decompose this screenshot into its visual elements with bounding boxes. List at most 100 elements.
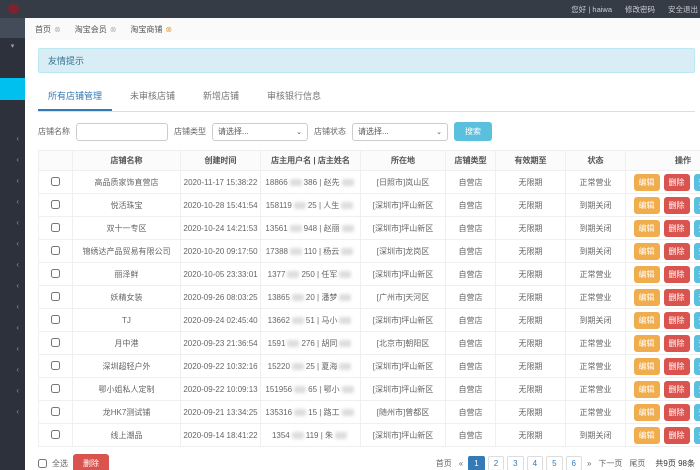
view-vip-button[interactable]: 查看VIP	[693, 334, 700, 352]
page-prev-icon[interactable]: «	[458, 459, 464, 468]
sidebar-menu-item[interactable]	[0, 191, 25, 212]
sidebar-menu-item[interactable]	[0, 338, 25, 359]
delete-button[interactable]: 删除	[663, 219, 690, 237]
sidebar-menu-item[interactable]	[0, 275, 25, 296]
sidebar-menu-item[interactable]	[0, 128, 25, 149]
row-checkbox[interactable]	[51, 429, 60, 439]
tab-review-bank-info[interactable]: 审核银行信息	[267, 91, 322, 101]
delete-button[interactable]: 删除	[663, 196, 690, 214]
edit-button[interactable]: 编辑	[633, 288, 660, 306]
view-vip-button[interactable]: 查看VIP	[693, 357, 700, 375]
tab-taobao-member[interactable]: 淘宝会员 ⊗	[75, 24, 117, 35]
page-1[interactable]: 1	[468, 456, 485, 470]
delete-button[interactable]: 删除	[663, 265, 690, 283]
page-next-icon[interactable]: »	[586, 459, 592, 468]
row-checkbox[interactable]	[51, 406, 60, 416]
page-3[interactable]: 3	[507, 456, 524, 470]
row-checkbox[interactable]	[51, 291, 60, 301]
delete-button[interactable]: 删除	[663, 334, 690, 352]
page-5[interactable]: 5	[546, 456, 563, 470]
row-checkbox[interactable]	[51, 314, 60, 324]
close-icon[interactable]: ⊗	[109, 24, 117, 34]
edit-button[interactable]: 编辑	[633, 426, 660, 444]
edit-button[interactable]: 编辑	[633, 219, 660, 237]
cell-location: [深圳市]坪山新区	[360, 262, 446, 286]
change-password-link[interactable]: 修改密码	[625, 4, 655, 14]
row-checkbox[interactable]	[51, 360, 60, 370]
view-vip-button[interactable]: 查看VIP	[693, 288, 700, 306]
delete-button[interactable]: 删除	[663, 357, 690, 375]
edit-button[interactable]: 编辑	[633, 403, 660, 421]
row-checkbox[interactable]	[51, 222, 60, 232]
delete-button[interactable]: 删除	[663, 173, 690, 191]
tab-taobao-shop[interactable]: 淘宝商铺 ⊗	[130, 24, 172, 35]
page-summary: 共9页 98条	[655, 459, 695, 468]
shop-name-input[interactable]	[76, 122, 168, 141]
page-last[interactable]: 尾页	[629, 459, 646, 468]
page-2[interactable]: 2	[487, 456, 505, 470]
tab-add-shop[interactable]: 新增店铺	[203, 91, 240, 101]
sidebar-menu-item[interactable]	[0, 254, 25, 275]
view-vip-button[interactable]: 查看VIP	[693, 380, 700, 398]
view-vip-button[interactable]: 查看VIP	[693, 219, 700, 237]
page-6[interactable]: 6	[565, 456, 582, 470]
view-vip-button[interactable]: 查看VIP	[693, 196, 700, 214]
sidebar-menu-item[interactable]	[0, 359, 25, 380]
tab-unreviewed-shops[interactable]: 未审核店铺	[130, 91, 176, 101]
delete-button[interactable]: 删除	[663, 380, 690, 398]
sidebar-menu-item[interactable]	[0, 149, 25, 170]
shop-status-label: 店铺状态	[314, 127, 346, 136]
row-checkbox[interactable]	[51, 245, 60, 255]
select-all-checkbox[interactable]	[38, 459, 47, 468]
delete-button[interactable]: 删除	[663, 403, 690, 421]
edit-button[interactable]: 编辑	[633, 380, 660, 398]
logout-link[interactable]: 安全退出	[668, 4, 698, 14]
view-vip-button[interactable]: 查看VIP	[693, 311, 700, 329]
page-4[interactable]: 4	[526, 456, 544, 470]
edit-button[interactable]: 编辑	[633, 265, 660, 283]
row-checkbox[interactable]	[51, 383, 60, 393]
sidebar-menu-item[interactable]	[0, 317, 25, 338]
sidebar-menu-item[interactable]	[0, 380, 25, 401]
sidebar-menu-item[interactable]	[0, 212, 25, 233]
delete-button[interactable]: 删除	[663, 311, 690, 329]
edit-button[interactable]: 编辑	[633, 357, 660, 375]
view-vip-button[interactable]: 查看VIP	[693, 403, 700, 421]
close-icon[interactable]: ⊗	[54, 24, 61, 34]
cell-status: 正常营业	[565, 354, 626, 378]
sidebar-menu-item[interactable]	[0, 401, 25, 422]
shop-status-select[interactable]: 请选择... ⌄	[352, 122, 448, 141]
view-vip-button[interactable]: 查看VIP	[693, 173, 700, 191]
sidebar-menu-item[interactable]	[0, 170, 25, 191]
delete-button[interactable]: 删除	[663, 242, 690, 260]
row-checkbox[interactable]	[51, 337, 60, 347]
tab-home[interactable]: 首页 ⊗	[35, 24, 61, 35]
edit-button[interactable]: 编辑	[633, 196, 660, 214]
row-checkbox[interactable]	[51, 268, 60, 278]
select-value: 请选择...	[218, 127, 249, 136]
sidebar-menu-item[interactable]	[0, 296, 25, 317]
edit-button[interactable]: 编辑	[633, 242, 660, 260]
page-first[interactable]: 首页	[435, 459, 452, 468]
view-vip-button[interactable]: 查看VIP	[693, 265, 700, 283]
tab-label: 淘宝会员	[74, 24, 107, 34]
close-icon[interactable]: ⊗	[165, 24, 173, 34]
view-vip-button[interactable]: 查看VIP	[693, 242, 700, 260]
page-next[interactable]: 下一页	[598, 459, 623, 468]
edit-button[interactable]: 编辑	[633, 311, 660, 329]
cell-ops: 编辑删除查看VIP	[625, 262, 700, 286]
row-checkbox[interactable]	[51, 199, 60, 209]
row-checkbox[interactable]	[51, 176, 60, 186]
sidebar-item-active[interactable]	[0, 78, 25, 100]
bulk-delete-button[interactable]: 删除	[73, 454, 109, 470]
edit-button[interactable]: 编辑	[633, 173, 660, 191]
edit-button[interactable]: 编辑	[633, 334, 660, 352]
tab-all-shops[interactable]: 所有店铺管理	[38, 83, 113, 111]
delete-button[interactable]: 删除	[663, 426, 690, 444]
delete-button[interactable]: 删除	[663, 288, 690, 306]
search-button[interactable]: 搜索	[454, 122, 492, 141]
chevron-down-icon[interactable]: ▾	[10, 43, 15, 50]
shop-type-select[interactable]: 请选择... ⌄	[212, 122, 308, 141]
view-vip-button[interactable]: 查看VIP	[693, 426, 700, 444]
sidebar-menu-item[interactable]	[0, 233, 25, 254]
